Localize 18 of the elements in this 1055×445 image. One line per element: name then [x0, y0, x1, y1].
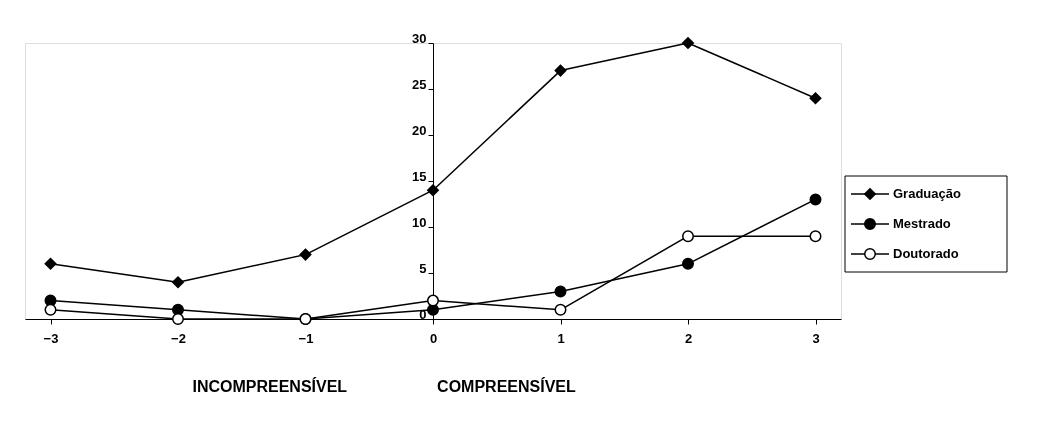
y-tick-label: 20	[412, 122, 427, 138]
x-tick-label: 1	[557, 330, 565, 346]
y-tick-label: 10	[412, 214, 427, 230]
legend-label: Doutorado	[893, 246, 959, 261]
text: COMPREENSÍVEL	[437, 377, 577, 395]
x-tick-label: 2	[684, 330, 693, 346]
y-tick-label: 5	[419, 260, 427, 276]
legend-label: Graduação	[893, 186, 961, 201]
x-tick-label: −1	[298, 330, 314, 346]
x-tick-label: 3	[812, 330, 820, 346]
y-tick-label: 15	[412, 168, 427, 184]
x-tick-label: 0	[429, 330, 438, 346]
y-tick-label: 25	[412, 76, 427, 92]
legend-label: Mestrado	[893, 216, 951, 231]
x-tick-label: −2	[171, 330, 186, 346]
x-tick-label: −3	[43, 330, 59, 346]
text: INCOMPREENSÍVEL	[192, 377, 348, 395]
y-tick-label: 30	[412, 30, 427, 46]
